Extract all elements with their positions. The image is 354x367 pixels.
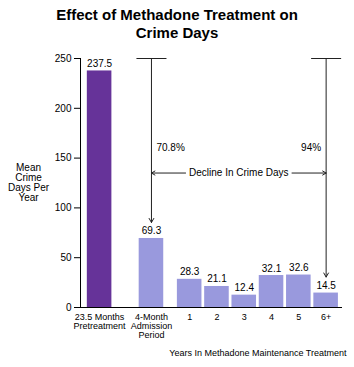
svg-text:Years In Methadone Maintenance: Years In Methadone Maintenance Treatment <box>169 348 347 358</box>
svg-text:100: 100 <box>55 202 72 213</box>
svg-text:28.3: 28.3 <box>180 266 200 277</box>
svg-text:70.8%: 70.8% <box>156 142 184 153</box>
svg-text:32.6: 32.6 <box>289 262 309 273</box>
svg-text:4: 4 <box>269 312 274 322</box>
svg-text:2: 2 <box>214 312 219 322</box>
svg-text:237.5: 237.5 <box>87 58 112 69</box>
svg-text:3: 3 <box>242 312 247 322</box>
svg-text:5: 5 <box>296 312 301 322</box>
svg-text:MeanCrimeDays PerYear: MeanCrimeDays PerYear <box>8 162 50 203</box>
svg-text:Decline In Crime Days: Decline In Crime Days <box>189 167 288 178</box>
svg-text:12.4: 12.4 <box>235 282 255 293</box>
svg-text:6+: 6+ <box>321 312 331 322</box>
svg-text:1: 1 <box>187 312 192 322</box>
svg-text:50: 50 <box>60 252 72 263</box>
svg-text:69.3: 69.3 <box>142 225 162 236</box>
svg-text:32.1: 32.1 <box>262 263 282 274</box>
svg-text:200: 200 <box>55 103 72 114</box>
html-text:Effect of Methadone Treatment: Effect of Methadone Treatment on Crime D… <box>56 6 298 41</box>
svg-text:21.1: 21.1 <box>207 273 227 284</box>
svg-text:0: 0 <box>66 302 72 313</box>
svg-text:4-MonthAdmissionPeriod: 4-MonthAdmissionPeriod <box>131 312 173 340</box>
svg-text:250: 250 <box>55 53 72 64</box>
svg-text:14.5: 14.5 <box>316 280 336 291</box>
svg-text:23.5 MonthsPretreatment: 23.5 MonthsPretreatment <box>74 312 127 331</box>
svg-text:94%: 94% <box>301 142 321 153</box>
svg-text:150: 150 <box>55 152 72 163</box>
